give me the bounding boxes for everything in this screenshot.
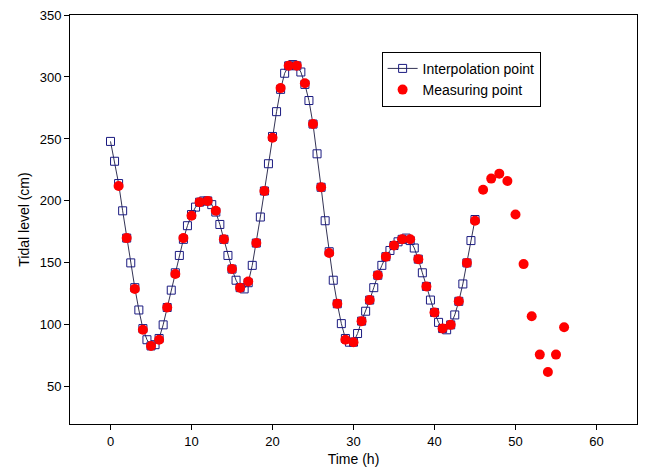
- svg-text:150: 150: [40, 255, 62, 270]
- svg-text:Interpolation point: Interpolation point: [423, 61, 534, 77]
- svg-text:20: 20: [265, 434, 279, 449]
- svg-text:50: 50: [508, 434, 522, 449]
- svg-text:0: 0: [107, 434, 114, 449]
- svg-text:30: 30: [346, 434, 360, 449]
- svg-text:Time (h): Time (h): [328, 451, 380, 467]
- svg-text:200: 200: [40, 193, 62, 208]
- svg-text:60: 60: [589, 434, 603, 449]
- svg-text:10: 10: [184, 434, 198, 449]
- svg-text:Tidal level (cm): Tidal level (cm): [16, 172, 32, 266]
- svg-text:350: 350: [40, 8, 62, 23]
- svg-text:300: 300: [40, 70, 62, 85]
- svg-text:50: 50: [47, 379, 61, 394]
- svg-text:250: 250: [40, 131, 62, 146]
- svg-text:100: 100: [40, 317, 62, 332]
- svg-text:40: 40: [427, 434, 441, 449]
- svg-text:Measuring point: Measuring point: [423, 82, 523, 98]
